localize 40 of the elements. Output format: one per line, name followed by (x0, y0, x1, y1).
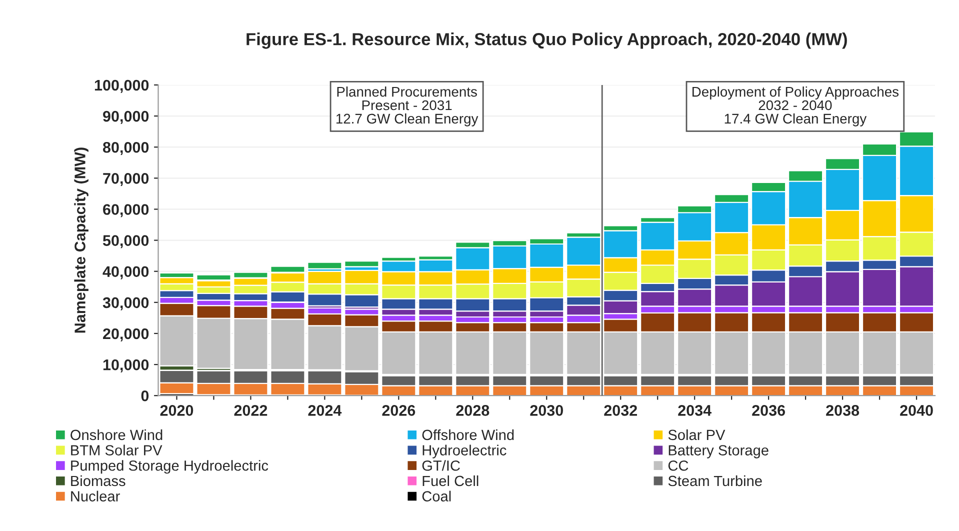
x-tick-label: 2026 (382, 405, 416, 416)
legend-label: Nuclear (71, 490, 120, 502)
x-tick-label: 2038 (826, 405, 860, 416)
legend-label: Onshore Wind (70, 429, 162, 440)
legend-label: Offshore Wind (422, 429, 514, 440)
x-tick-label: 2040 (900, 405, 933, 416)
legend-label: Pumped Storage Hydroelectric (71, 460, 268, 474)
x-tick-label: 2032 (604, 405, 637, 416)
legend-label: Coal (422, 490, 451, 502)
x-tick-label: 2020 (160, 405, 194, 416)
y-tick-label: 100,000 (94, 80, 149, 93)
legend-label: CC (668, 460, 688, 471)
y-tick-label: 50,000 (102, 235, 149, 248)
x-tick-label: 2034 (678, 405, 712, 416)
x-tick-label: 2030 (530, 405, 563, 416)
x-tick-label: 2028 (456, 405, 490, 416)
annotation: Deployment of Policy Approaches 2032 - 2040 17.4 GW Clean Energy (692, 86, 899, 126)
y-tick-label: 20,000 (103, 328, 149, 342)
annotation: Planned Procurements Present - 2031 12.7 GW Clean Energy (336, 86, 478, 126)
legend-label: Steam Turbine (668, 475, 762, 486)
y-tick-label: 0 (141, 390, 149, 402)
legend-label: Battery Storage (668, 445, 768, 458)
x-tick-label: 2022 (234, 405, 268, 416)
legend-label: Hydroelectric (422, 444, 506, 458)
legend-label: GT/IC (422, 460, 460, 471)
legend-label: Biomass (71, 475, 126, 486)
legend-label: Fuel Cell (422, 475, 478, 486)
chart-title: Figure ES-1. Resource Mix, Status Quo Policy Approach, 2020-2040 (MW) (246, 32, 847, 49)
legend-label: Solar PV (668, 429, 726, 440)
y-tick-label: 60,000 (103, 204, 149, 218)
y-tick-label: 30,000 (102, 297, 149, 310)
y-axis-title: Nameplate Capacity (MW) (74, 148, 88, 333)
y-tick-label: 80,000 (102, 142, 149, 155)
y-tick-label: 70,000 (103, 173, 149, 186)
x-tick-label: 2036 (752, 405, 786, 416)
x-tick-label: 2024 (308, 405, 342, 416)
y-tick-label: 10,000 (103, 359, 149, 372)
y-tick-label: 90,000 (103, 110, 149, 124)
y-tick-label: 40,000 (102, 266, 149, 280)
legend-label: BTM Solar PV (71, 444, 162, 456)
